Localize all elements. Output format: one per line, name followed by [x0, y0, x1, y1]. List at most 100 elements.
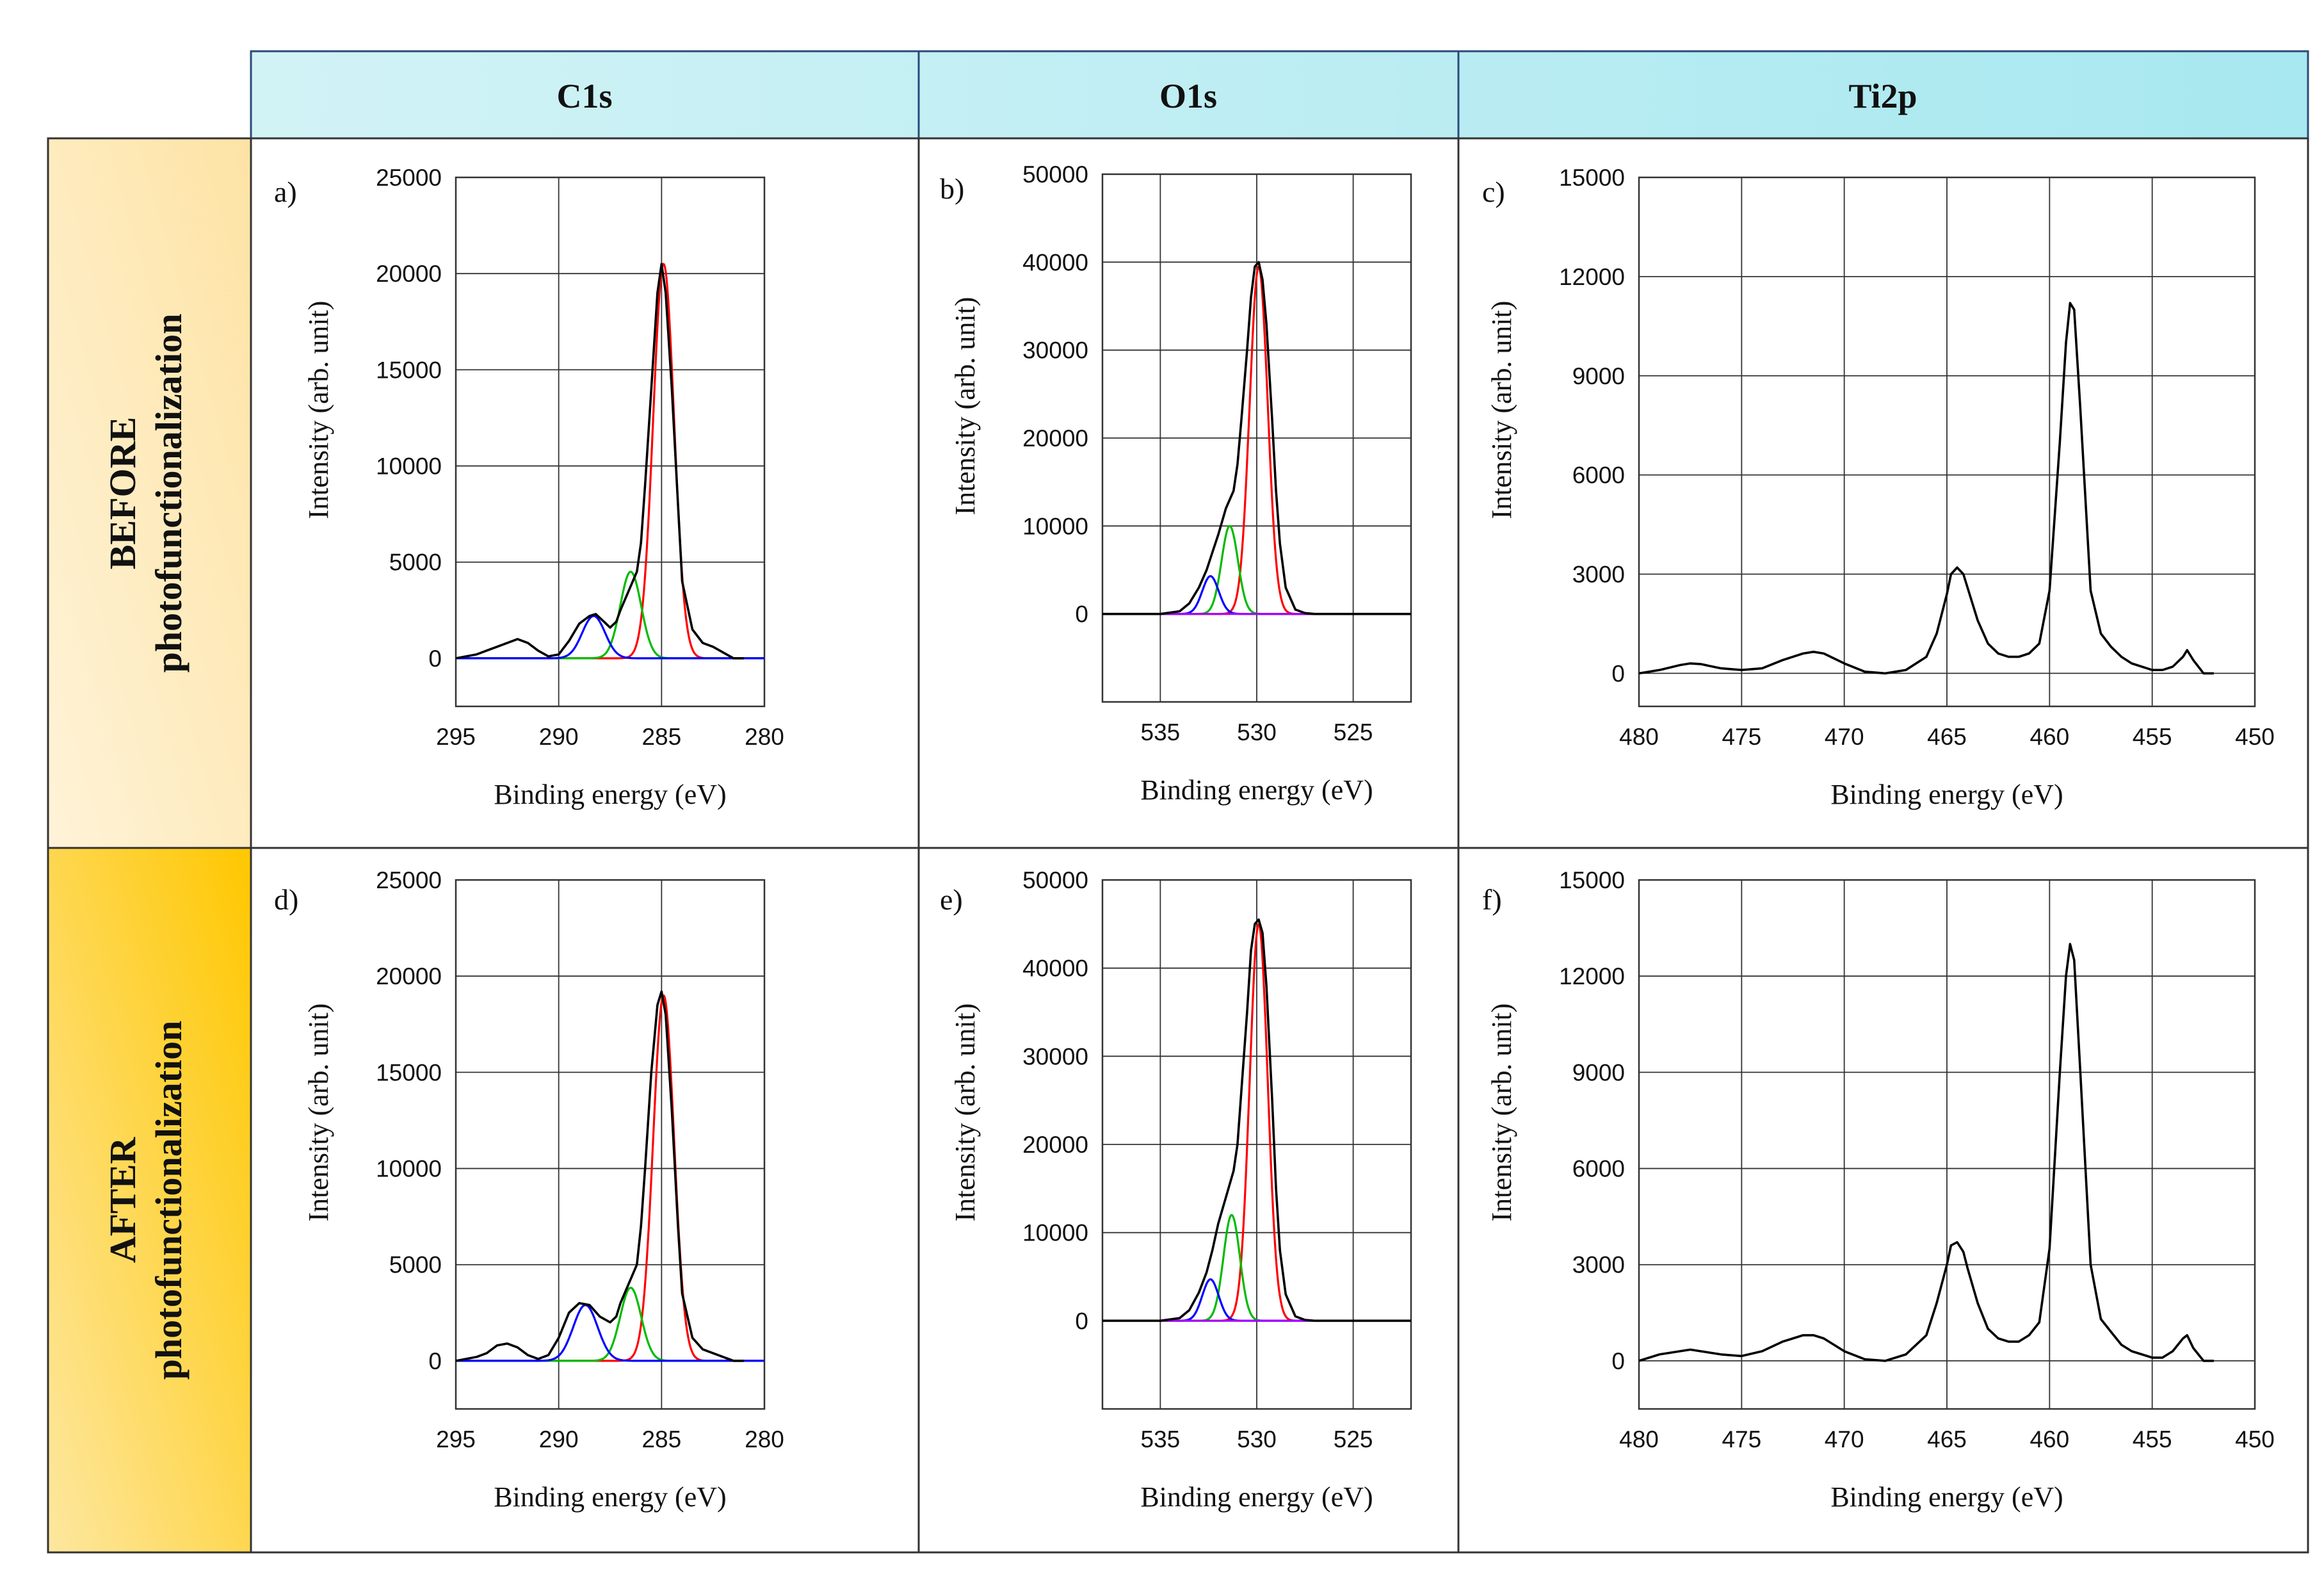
- x-axis-label: Binding energy (eV): [1140, 1481, 1373, 1513]
- panel-label-f: f): [1482, 883, 1502, 916]
- chart-panel-d: 295 290 285 280 0 5000 10000 15000 20000 25000 Bin…: [274, 867, 784, 1513]
- x-tick-label: 285: [642, 1426, 681, 1452]
- panel-label-a: a): [274, 175, 297, 208]
- y-tick-label: 6000: [1572, 462, 1625, 489]
- series-envelope: [456, 990, 744, 1362]
- column-header-c1s: C1s: [556, 77, 612, 115]
- y-tick-label: 3000: [1572, 1252, 1625, 1278]
- y-tick-label: 6000: [1572, 1156, 1625, 1182]
- y-axis-label: Intensity (arb. unit): [303, 1004, 334, 1222]
- y-tick-label: 12000: [1559, 264, 1625, 290]
- row-label-after-line1: AFTER: [102, 1137, 143, 1264]
- chart-panel-e: 535 530 525 0 10000 20000 30000 40000 50000 Bindi…: [940, 867, 1412, 1513]
- chart-panel-a: 295 290 285 280 0 5000 10000 15000 20000 25000 Bin…: [274, 165, 784, 810]
- x-tick-label: 475: [1722, 1426, 1761, 1452]
- y-tick-label: 0: [1611, 1348, 1625, 1374]
- plot-area: [1102, 918, 1411, 1322]
- series-envelope: [1102, 261, 1411, 615]
- panel-label-b: b): [940, 172, 964, 205]
- y-axis-label: Intensity (arb. unit): [303, 301, 334, 519]
- series-o-c-o: [456, 615, 764, 660]
- x-tick-label: 480: [1619, 724, 1659, 750]
- row-label-before-line2: photofunctionalization: [148, 314, 190, 673]
- y-tick-label: 20000: [1022, 425, 1088, 451]
- row-label-cell-after: [47, 847, 252, 1554]
- y-tick-label: 15000: [1559, 165, 1625, 191]
- y-tick-label: 20000: [376, 261, 442, 287]
- x-axis-label: Binding energy (eV): [1830, 779, 2063, 810]
- y-tick-label: 0: [1075, 601, 1088, 628]
- x-tick-label: 450: [2235, 724, 2275, 750]
- x-tick-label: 280: [745, 724, 784, 750]
- y-tick-label: 5000: [389, 549, 442, 576]
- x-tick-label: 280: [745, 1426, 784, 1452]
- series-envelope: [456, 263, 744, 660]
- y-tick-label: 0: [1075, 1308, 1088, 1334]
- y-tick-label: 25000: [376, 867, 442, 893]
- y-tick-label: 10000: [376, 453, 442, 480]
- x-axis-label: Binding energy (eV): [1830, 1481, 2063, 1513]
- x-tick-label: 450: [2235, 1426, 2275, 1452]
- x-tick-label: 470: [1825, 724, 1864, 750]
- x-tick-label: 290: [539, 724, 579, 750]
- y-tick-label: 12000: [1559, 963, 1625, 989]
- x-tick-label: 465: [1927, 724, 1967, 750]
- x-tick-label: 290: [539, 1426, 579, 1452]
- x-tick-label: 285: [642, 724, 681, 750]
- y-tick-label: 30000: [1022, 338, 1088, 364]
- y-tick-label: 0: [428, 646, 442, 672]
- y-axis-label: Intensity (arb. unit): [1486, 1004, 1517, 1222]
- y-tick-label: 9000: [1572, 1059, 1625, 1086]
- y-tick-label: 20000: [376, 963, 442, 989]
- y-tick-label: 20000: [1022, 1132, 1088, 1158]
- y-tick-label: 30000: [1022, 1043, 1088, 1070]
- y-axis-label: Intensity (arb. unit): [949, 1004, 981, 1222]
- y-tick-label: 3000: [1572, 562, 1625, 588]
- header-bar: [250, 50, 2309, 140]
- chart-panel-b: 535 530 525 0 10000 20000 30000 40000 50000 Bindi…: [940, 161, 1412, 806]
- x-tick-label: 535: [1141, 719, 1181, 745]
- x-tick-label: 525: [1334, 719, 1373, 745]
- x-tick-label: 455: [2133, 724, 2172, 750]
- x-tick-label: 455: [2133, 1426, 2172, 1452]
- y-tick-label: 50000: [1022, 867, 1088, 893]
- plot-frame: [455, 879, 766, 1410]
- y-tick-label: 5000: [389, 1252, 442, 1278]
- y-tick-label: 40000: [1022, 956, 1088, 982]
- chart-panel-f: 480 475 470 465 460 455 450 0 3000 6000 9000 12000 1…: [1482, 867, 2275, 1513]
- series-o-c-o: [456, 1304, 764, 1362]
- panel-grid-border: [250, 137, 2309, 1554]
- y-tick-label: 50000: [1022, 161, 1088, 188]
- x-tick-label: 530: [1237, 719, 1277, 745]
- x-axis-label: Binding energy (eV): [494, 779, 726, 810]
- y-tick-label: 10000: [1022, 1220, 1088, 1246]
- y-tick-label: 15000: [376, 1059, 442, 1086]
- panel-label-d: d): [274, 883, 298, 916]
- plot-area: [456, 263, 764, 660]
- panel-label-e: e): [940, 883, 963, 916]
- y-tick-label: 10000: [376, 1156, 442, 1182]
- series-envelope: [1639, 943, 2214, 1362]
- x-tick-label: 295: [436, 724, 476, 750]
- plot-area: [456, 990, 764, 1362]
- y-tick-label: 0: [428, 1348, 442, 1374]
- x-axis-label: Binding energy (eV): [1140, 774, 1373, 806]
- row-label-cell-before: [47, 137, 252, 849]
- x-tick-label: 460: [2029, 724, 2069, 750]
- plot-area: [1639, 302, 2214, 675]
- x-tick-label: 535: [1141, 1426, 1181, 1452]
- x-tick-label: 465: [1927, 1426, 1967, 1452]
- x-tick-label: 480: [1619, 1426, 1659, 1452]
- y-tick-label: 10000: [1022, 513, 1088, 539]
- x-tick-label: 530: [1237, 1426, 1277, 1452]
- row-label-before-line1: BEFORE: [102, 417, 143, 570]
- column-header-o1s: O1s: [1159, 77, 1217, 115]
- x-tick-label: 460: [2029, 1426, 2069, 1452]
- y-tick-label: 15000: [1559, 867, 1625, 893]
- y-axis-label: Intensity (arb. unit): [1486, 301, 1517, 519]
- y-tick-label: 40000: [1022, 249, 1088, 275]
- y-tick-label: 0: [1611, 660, 1625, 687]
- x-tick-label: 470: [1825, 1426, 1864, 1452]
- panel-label-c: c): [1482, 175, 1505, 208]
